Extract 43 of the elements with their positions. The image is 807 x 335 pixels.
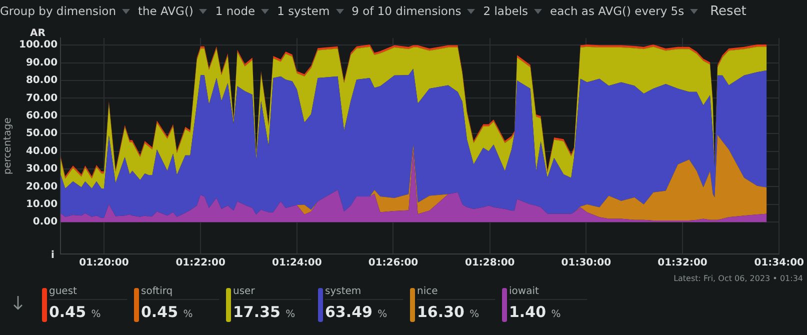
text: 16.30 % bbox=[417, 303, 480, 321]
text: 9 of 10 dimensions bbox=[352, 4, 462, 18]
legend-label: softirq bbox=[141, 286, 219, 300]
text: Group by dimension bbox=[0, 4, 116, 18]
legend-label: user bbox=[233, 286, 311, 300]
x-tick-label: 01:20:00 bbox=[79, 258, 129, 269]
x-tick-label: 01:22:00 bbox=[176, 258, 226, 269]
text: 63.49 % bbox=[325, 303, 388, 321]
y-tick-label: 90.00 bbox=[26, 57, 58, 68]
y-tick-label: 80.00 bbox=[26, 75, 58, 86]
text: 2 labels bbox=[483, 4, 528, 18]
text: Reset bbox=[710, 4, 746, 18]
text: 1 system bbox=[277, 4, 330, 18]
text: i bbox=[51, 250, 54, 261]
y-tick-label: 70.00 bbox=[26, 92, 58, 104]
text: the AVG() bbox=[138, 4, 194, 18]
x-tick-label: 01:24:00 bbox=[272, 258, 322, 269]
legend-label: guest bbox=[49, 286, 127, 300]
x-tick-label: 01:26:00 bbox=[368, 258, 418, 269]
y-tick-label: 60.00 bbox=[26, 110, 58, 122]
x-tick-label: 01:32:00 bbox=[658, 258, 708, 269]
text: 1 node bbox=[215, 4, 256, 18]
text: each as AVG() every 5s bbox=[550, 4, 684, 18]
y-tick-label: 100.00 bbox=[18, 40, 58, 51]
text: 0.45 % bbox=[141, 303, 193, 321]
y-tick-label: 50.00 bbox=[26, 128, 58, 140]
text: Latest: Fri, Oct 06, 2023 • 01:34 bbox=[674, 274, 803, 283]
legend-label: nice bbox=[417, 286, 495, 300]
text: AR bbox=[30, 28, 46, 39]
y-tick-label: 30.00 bbox=[26, 164, 58, 175]
x-tick-label: 01:34:00 bbox=[754, 258, 804, 269]
x-tick-label: 01:30:00 bbox=[561, 258, 612, 269]
text: 0.45 % bbox=[49, 303, 101, 321]
x-tick-label: 01:28:00 bbox=[464, 258, 515, 269]
text: 17.35 % bbox=[233, 303, 296, 321]
y-tick-label: 10.00 bbox=[26, 199, 58, 210]
legend-label: iowait bbox=[509, 286, 587, 300]
text: 1.40 % bbox=[509, 303, 561, 321]
legend-label: system bbox=[325, 286, 403, 300]
y-axis-title: percentage bbox=[2, 118, 14, 174]
y-tick-label: 20.00 bbox=[26, 181, 58, 192]
y-tick-label: 40.00 bbox=[26, 146, 58, 157]
y-tick-label: 0.00 bbox=[32, 216, 58, 228]
